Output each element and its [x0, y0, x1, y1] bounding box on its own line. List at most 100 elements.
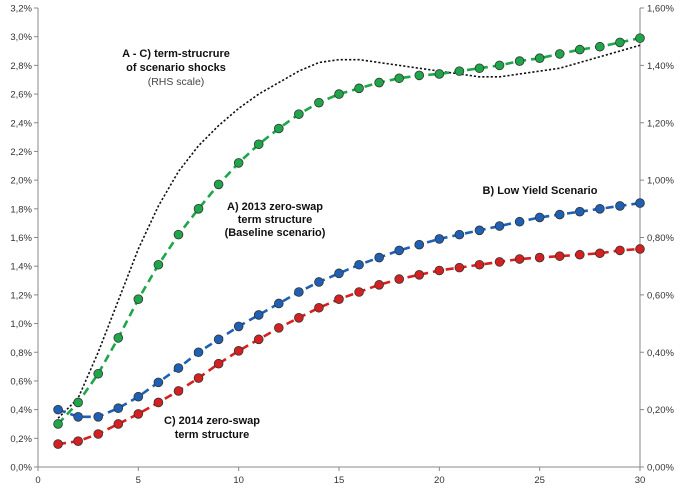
series-shocks: [57, 44, 641, 419]
data-point: [514, 56, 525, 66]
data-point: [314, 277, 324, 287]
data-point: [314, 302, 324, 313]
data-point: [93, 368, 103, 379]
series-layer: [53, 33, 645, 449]
right-tick-label: 0,00%: [647, 463, 674, 474]
data-point: [595, 248, 605, 259]
series-baseline-2013: [53, 33, 645, 429]
data-point: [615, 245, 625, 256]
data-point: [294, 313, 304, 323]
data-point: [494, 221, 505, 231]
data-point: [334, 294, 344, 304]
data-point: [294, 109, 304, 119]
data-point: [434, 234, 445, 244]
data-point: [494, 257, 505, 267]
data-point: [514, 254, 525, 264]
data-point: [494, 60, 505, 71]
annotation-2014-line2: term structure: [175, 429, 250, 441]
annotation-shocks-line3: (RHS scale): [148, 76, 205, 88]
axes-layer: [37, 8, 641, 468]
data-point: [574, 44, 585, 55]
left-tick-label: 3,0%: [10, 32, 32, 43]
x-tick-label: 5: [136, 475, 141, 486]
data-point: [534, 252, 545, 263]
data-point: [554, 251, 565, 261]
data-point: [314, 97, 324, 108]
data-point: [233, 158, 244, 168]
data-point: [53, 419, 63, 429]
data-point: [394, 245, 405, 256]
right-tick-label: 1,00%: [647, 176, 674, 187]
data-point: [554, 209, 565, 220]
data-point: [454, 262, 465, 273]
data-point: [354, 83, 364, 94]
data-point: [133, 391, 144, 402]
annotation-shocks-line1: A - C) term-strucrure: [122, 48, 230, 60]
data-point: [253, 139, 264, 150]
data-point: [474, 225, 485, 236]
data-point: [414, 239, 425, 250]
data-point: [173, 229, 184, 240]
data-point: [253, 334, 264, 345]
data-point: [133, 409, 144, 419]
data-point: [53, 439, 63, 449]
series-c-2014: [53, 244, 645, 449]
data-point: [454, 229, 465, 240]
data-point: [354, 287, 364, 297]
data-point: [153, 259, 164, 270]
data-point: [474, 259, 485, 270]
data-point: [213, 358, 224, 369]
data-point: [374, 77, 384, 88]
annotation-baseline-line1: A) 2013 zero-swap: [227, 201, 323, 213]
data-point: [534, 212, 545, 223]
right-tick-label: 0,80%: [647, 233, 674, 244]
data-point: [113, 419, 124, 429]
annotation-baseline-line2: term structure: [238, 214, 313, 226]
data-point: [635, 33, 645, 43]
x-tick-label: 30: [635, 475, 646, 486]
data-point: [193, 373, 204, 383]
data-point: [595, 41, 605, 52]
data-point: [93, 411, 103, 422]
data-point: [213, 179, 224, 190]
data-point: [414, 269, 425, 280]
series-line: [57, 36, 641, 425]
data-point: [294, 287, 304, 297]
data-point: [574, 206, 585, 217]
data-point: [113, 403, 124, 413]
right-axis-ticks: 0,00% 0,20% 0,40% 0,60% 0,80% 1,00% 1,20% 1,40%…: [640, 4, 674, 474]
data-point: [173, 386, 184, 396]
data-point: [153, 377, 164, 388]
left-tick-label: 0,2%: [10, 434, 32, 445]
series-line: [57, 201, 641, 419]
data-point: [514, 216, 525, 227]
data-point: [554, 49, 565, 59]
left-tick-label: 1,8%: [10, 204, 32, 215]
x-axis-ticks: 0 5 10 15 20 25 30: [35, 467, 645, 486]
annotation-2014-line1: C) 2014 zero-swap: [164, 415, 260, 427]
data-point: [233, 321, 244, 332]
data-point: [133, 294, 144, 304]
data-point: [434, 265, 445, 276]
data-point: [534, 53, 545, 64]
left-tick-label: 2,0%: [10, 176, 32, 187]
data-point: [213, 334, 224, 345]
data-point: [253, 310, 264, 320]
right-tick-label: 0,20%: [647, 405, 674, 416]
data-point: [394, 73, 405, 84]
data-point: [193, 347, 204, 358]
data-point: [354, 259, 364, 270]
data-point: [374, 252, 384, 263]
data-point: [113, 333, 124, 343]
data-point: [273, 123, 284, 134]
series-line: [57, 247, 641, 446]
data-point: [454, 66, 465, 76]
data-point: [474, 63, 485, 74]
data-point: [635, 244, 645, 254]
right-tick-label: 1,40%: [647, 61, 674, 72]
right-tick-label: 0,60%: [647, 290, 674, 301]
annotation-low-yield: B) Low Yield Scenario: [483, 185, 598, 197]
x-tick-label: 25: [534, 475, 545, 486]
data-point: [273, 298, 284, 309]
data-point: [635, 198, 645, 208]
